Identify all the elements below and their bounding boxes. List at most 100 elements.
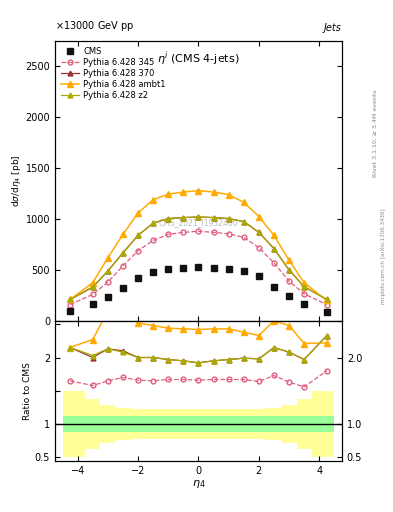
Pythia 6.428 370 (181, 215, 186, 221)
Pythia 6.428 345 (151, 238, 156, 244)
Y-axis label: Ratio to CMS: Ratio to CMS (23, 362, 32, 420)
Pythia 6.428 ambt1 (211, 189, 216, 195)
Pythia 6.428 345 (90, 291, 95, 297)
CMS (241, 268, 246, 274)
Pythia 6.428 345 (257, 245, 261, 251)
Pythia 6.428 370 (136, 232, 140, 239)
Pythia 6.428 z2 (302, 284, 307, 290)
Pythia 6.428 370 (325, 296, 329, 303)
Pythia 6.428 345 (68, 302, 72, 308)
Line: Pythia 6.428 345: Pythia 6.428 345 (68, 229, 329, 307)
Pythia 6.428 ambt1 (68, 296, 72, 303)
Pythia 6.428 345 (181, 229, 186, 236)
CMS (181, 265, 186, 271)
Pythia 6.428 z2 (211, 215, 216, 221)
Pythia 6.428 z2 (181, 215, 186, 221)
Legend: CMS, Pythia 6.428 345, Pythia 6.428 370, Pythia 6.428 ambt1, Pythia 6.428 z2: CMS, Pythia 6.428 345, Pythia 6.428 370,… (59, 45, 167, 102)
CMS (90, 301, 95, 307)
Pythia 6.428 370 (166, 216, 171, 222)
Pythia 6.428 370 (121, 249, 125, 255)
CMS (272, 284, 276, 290)
Pythia 6.428 ambt1 (121, 231, 125, 238)
Text: CMS_2021_I1932460: CMS_2021_I1932460 (159, 219, 238, 227)
Text: $\times$13000 GeV pp: $\times$13000 GeV pp (55, 19, 134, 33)
Pythia 6.428 z2 (226, 216, 231, 222)
Pythia 6.428 345 (121, 263, 125, 269)
Pythia 6.428 345 (241, 234, 246, 241)
Pythia 6.428 ambt1 (90, 280, 95, 286)
Pythia 6.428 ambt1 (241, 199, 246, 205)
CMS (136, 275, 140, 281)
Pythia 6.428 ambt1 (257, 214, 261, 220)
Pythia 6.428 ambt1 (181, 189, 186, 195)
Line: Pythia 6.428 370: Pythia 6.428 370 (68, 215, 329, 302)
Pythia 6.428 z2 (196, 214, 201, 220)
CMS (287, 293, 292, 300)
Pythia 6.428 370 (211, 215, 216, 221)
Pythia 6.428 ambt1 (226, 191, 231, 198)
Pythia 6.428 ambt1 (105, 254, 110, 261)
Pythia 6.428 ambt1 (302, 280, 307, 286)
Pythia 6.428 370 (241, 219, 246, 225)
Pythia 6.428 ambt1 (196, 187, 201, 194)
Pythia 6.428 z2 (325, 296, 329, 303)
Pythia 6.428 z2 (151, 220, 156, 226)
X-axis label: $\eta_4$: $\eta_4$ (192, 478, 205, 490)
Pythia 6.428 370 (196, 214, 201, 220)
Pythia 6.428 ambt1 (325, 297, 329, 304)
Pythia 6.428 370 (90, 284, 95, 290)
Pythia 6.428 345 (287, 278, 292, 284)
Pythia 6.428 370 (302, 284, 307, 290)
Pythia 6.428 345 (325, 302, 329, 308)
CMS (226, 266, 231, 272)
CMS (196, 264, 201, 270)
Pythia 6.428 ambt1 (287, 257, 292, 263)
Pythia 6.428 345 (211, 229, 216, 236)
Pythia 6.428 370 (68, 296, 72, 303)
Pythia 6.428 345 (136, 248, 140, 254)
CMS (121, 285, 125, 291)
Pythia 6.428 370 (226, 216, 231, 222)
Pythia 6.428 z2 (257, 229, 261, 236)
CMS (105, 294, 110, 301)
Pythia 6.428 z2 (272, 246, 276, 252)
CMS (166, 266, 171, 272)
CMS (325, 309, 329, 315)
Pythia 6.428 z2 (68, 296, 72, 303)
Line: Pythia 6.428 ambt1: Pythia 6.428 ambt1 (67, 187, 330, 304)
Line: Pythia 6.428 z2: Pythia 6.428 z2 (68, 215, 329, 302)
Pythia 6.428 ambt1 (272, 232, 276, 239)
Pythia 6.428 ambt1 (166, 191, 171, 197)
CMS (302, 301, 307, 307)
Pythia 6.428 370 (287, 267, 292, 273)
Pythia 6.428 ambt1 (136, 210, 140, 216)
Pythia 6.428 z2 (121, 250, 125, 256)
Text: Jets: Jets (324, 23, 342, 33)
CMS (211, 265, 216, 271)
Pythia 6.428 z2 (105, 268, 110, 274)
Pythia 6.428 z2 (287, 267, 292, 273)
CMS (151, 269, 156, 275)
Pythia 6.428 370 (257, 229, 261, 236)
Pythia 6.428 z2 (241, 219, 246, 225)
Pythia 6.428 345 (226, 231, 231, 237)
Pythia 6.428 z2 (90, 284, 95, 290)
Pythia 6.428 370 (105, 268, 110, 274)
CMS (257, 273, 261, 279)
Pythia 6.428 345 (302, 291, 307, 297)
Line: CMS: CMS (67, 264, 330, 315)
Pythia 6.428 345 (196, 228, 201, 234)
Pythia 6.428 345 (105, 279, 110, 285)
Text: Rivet 3.1.10, ≥ 3.4M events: Rivet 3.1.10, ≥ 3.4M events (373, 89, 378, 177)
Y-axis label: d$\sigma$/d$\eta_4$ [pb]: d$\sigma$/d$\eta_4$ [pb] (10, 155, 23, 207)
Pythia 6.428 z2 (136, 232, 140, 239)
Text: $\eta^i$ (CMS 4-jets): $\eta^i$ (CMS 4-jets) (157, 49, 240, 68)
Text: mcplots.cern.ch [arXiv:1306.3436]: mcplots.cern.ch [arXiv:1306.3436] (381, 208, 386, 304)
Pythia 6.428 ambt1 (151, 197, 156, 203)
Pythia 6.428 z2 (166, 216, 171, 222)
Pythia 6.428 370 (272, 246, 276, 252)
Pythia 6.428 345 (166, 231, 171, 238)
CMS (68, 308, 72, 314)
Pythia 6.428 370 (151, 220, 156, 226)
Pythia 6.428 345 (272, 260, 276, 266)
